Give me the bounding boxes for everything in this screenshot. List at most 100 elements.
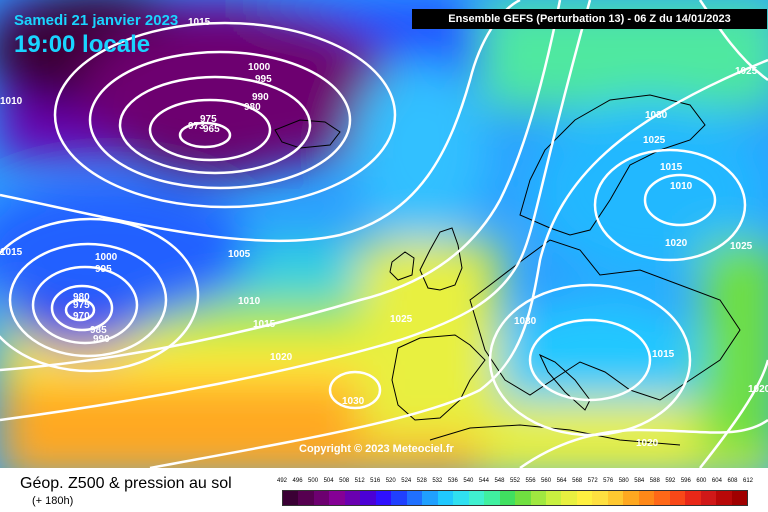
isobars xyxy=(0,0,768,468)
scale-swatch xyxy=(545,491,562,505)
pressure-label: 975 xyxy=(200,114,217,125)
pressure-label: 985 xyxy=(90,325,107,336)
pressure-label: 1000 xyxy=(248,62,271,73)
scale-label: 536 xyxy=(447,478,458,484)
pressure-label: 973 xyxy=(188,121,205,132)
scale-label: 580 xyxy=(618,478,629,484)
scale-label: 568 xyxy=(572,478,583,484)
scale-swatch xyxy=(499,491,516,505)
scale-swatch xyxy=(654,491,670,505)
pressure-label: 1015 xyxy=(652,349,675,360)
scale-swatch xyxy=(360,491,376,505)
pressure-label: 1025 xyxy=(730,241,753,252)
weather-map: 1015 1000 995 990 980 975 973 965 1010 1… xyxy=(0,0,768,468)
pressure-label: 1020 xyxy=(636,438,659,449)
pressure-label: 1005 xyxy=(228,249,251,260)
scale-label: 508 xyxy=(339,478,350,484)
pressure-label: 1015 xyxy=(253,319,276,330)
color-scale: 492 496 500 504 508 512 516 520 524 528 532 536 540 5… xyxy=(277,478,753,506)
scale-swatch xyxy=(391,491,407,505)
iceland-coast xyxy=(274,119,341,149)
pressure-label: 995 xyxy=(255,74,272,85)
pressure-label: 980 xyxy=(73,292,90,303)
scale-label: 560 xyxy=(541,478,552,484)
pressure-label: 975 xyxy=(73,300,90,311)
scale-swatch xyxy=(437,491,454,505)
scale-swatch xyxy=(298,491,314,505)
continental-coast xyxy=(469,239,741,401)
iberia-coast xyxy=(391,334,486,421)
pressure-label: 1025 xyxy=(735,66,758,77)
pressure-label: 1030 xyxy=(514,316,537,327)
scale-label: 584 xyxy=(634,478,645,484)
scale-swatch xyxy=(716,491,732,505)
scandinavia-coast xyxy=(519,94,706,236)
pressure-label: 1025 xyxy=(643,135,666,146)
scale-swatch xyxy=(329,491,345,505)
pressure-label: 1025 xyxy=(390,314,413,325)
pressure-label: 990 xyxy=(93,334,110,345)
pressure-label: 1010 xyxy=(0,96,23,107)
scale-swatch xyxy=(700,491,717,505)
pressure-label: 1010 xyxy=(238,296,261,307)
pressure-label: 1010 xyxy=(670,181,693,192)
scale-label: 564 xyxy=(556,478,567,484)
copyright-notice: Copyright © 2023 Meteociel.fr xyxy=(299,443,454,455)
scale-label: 500 xyxy=(308,478,319,484)
pressure-labels: 1015 1000 995 990 980 975 973 965 1010 1… xyxy=(0,17,768,449)
map-title: Géop. Z500 & pression au sol xyxy=(20,475,232,492)
scale-label: 496 xyxy=(292,478,303,484)
pressure-label: 980 xyxy=(244,102,261,113)
scale-label: 612 xyxy=(742,478,753,484)
scale-label: 596 xyxy=(680,478,691,484)
forecast-time: 19:00 locale xyxy=(14,31,151,58)
scale-swatch xyxy=(515,491,531,505)
scale-swatch xyxy=(623,491,639,505)
color-scale-swatches xyxy=(282,490,748,506)
scale-label: 552 xyxy=(509,478,520,484)
great-britain-coast xyxy=(419,227,463,291)
scale-label: 572 xyxy=(587,478,598,484)
scale-label: 504 xyxy=(323,478,334,484)
pressure-label: 1015 xyxy=(188,17,211,28)
pressure-label: 1020 xyxy=(270,352,293,363)
scale-swatch xyxy=(576,491,593,505)
scale-label: 576 xyxy=(603,478,614,484)
scale-label: 544 xyxy=(478,478,489,484)
scale-swatch xyxy=(453,491,469,505)
forecast-lead-time: (+ 180h) xyxy=(32,495,74,507)
pressure-label: 970 xyxy=(73,311,90,322)
scale-swatch xyxy=(592,491,608,505)
forecast-date: Samedi 21 janvier 2023 xyxy=(14,12,179,29)
pressure-label: 1030 xyxy=(342,396,365,407)
scale-swatch xyxy=(731,491,748,505)
ireland-coast xyxy=(389,251,415,281)
scale-swatch xyxy=(669,491,686,505)
scale-swatch xyxy=(530,491,546,505)
scale-label: 540 xyxy=(463,478,474,484)
color-scale-labels: 492 496 500 504 508 512 516 520 524 528 532 536 540 5… xyxy=(277,478,753,488)
ensemble-run-info: Ensemble GEFS (Perturbation 13) - 06 Z d… xyxy=(412,9,767,29)
scale-label: 608 xyxy=(727,478,738,484)
scale-label: 520 xyxy=(385,478,396,484)
scale-swatch xyxy=(484,491,500,505)
scale-label: 600 xyxy=(696,478,707,484)
scale-label: 592 xyxy=(665,478,676,484)
pressure-label: 1000 xyxy=(95,252,118,263)
pressure-label: 1030 xyxy=(645,110,668,121)
scale-swatch xyxy=(313,491,330,505)
pressure-label: 1015 xyxy=(0,247,23,258)
scale-swatch xyxy=(344,491,361,505)
scale-label: 548 xyxy=(494,478,505,484)
scale-label: 512 xyxy=(354,478,365,484)
scale-label: 532 xyxy=(432,478,443,484)
scale-swatch xyxy=(468,491,485,505)
pressure-label: 1020 xyxy=(665,238,688,249)
scale-label: 556 xyxy=(525,478,536,484)
scale-swatch xyxy=(685,491,701,505)
scale-swatch xyxy=(283,491,299,505)
scale-label: 516 xyxy=(370,478,381,484)
scale-label: 524 xyxy=(401,478,412,484)
scale-swatch xyxy=(638,491,655,505)
scale-swatch xyxy=(607,491,624,505)
